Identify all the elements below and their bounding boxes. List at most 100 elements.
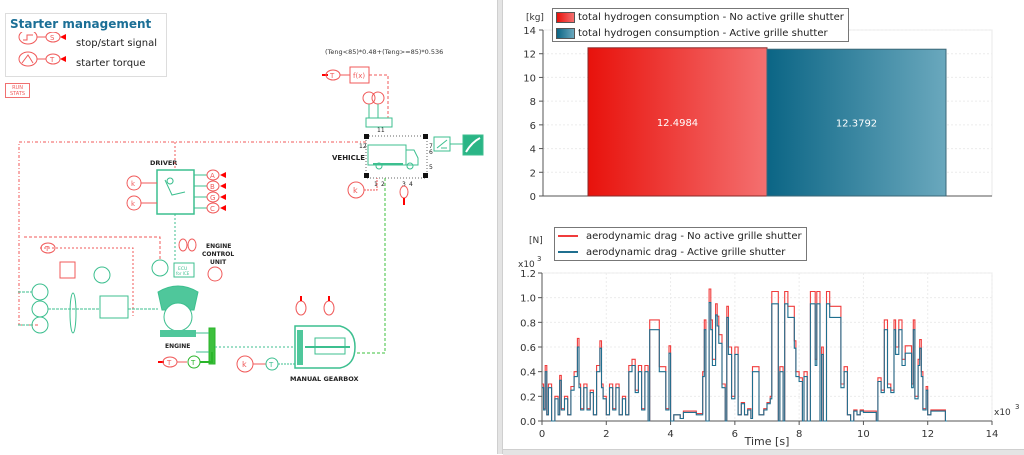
brake-sensor	[399, 185, 409, 199]
aerodynamic-drag-line-chart: 0.00.20.40.60.81.01.20 2 4 6 8 10 12 14[N]x103x…	[518, 236, 1019, 448]
svg-text:3: 3	[402, 181, 406, 188]
k-constant-gearbox: k T	[236, 355, 295, 373]
line-legend-item-no-shutter: aerodynamic drag - No active grille shut…	[555, 228, 806, 244]
svg-text:T: T	[49, 56, 55, 64]
svg-text:k: k	[131, 200, 136, 208]
pane-splitter[interactable]	[497, 0, 503, 454]
fx-block[interactable]: f(x)	[340, 66, 370, 84]
svg-text:G: G	[210, 194, 215, 202]
heat-exchangers	[18, 283, 158, 334]
svg-text:for ICE: for ICE	[176, 271, 190, 276]
svg-text:5: 5	[429, 164, 433, 171]
svg-text:k: k	[131, 180, 136, 188]
y-tick-label: 0.2	[520, 392, 536, 403]
bar-chart-legend: total hydrogen consumption - No active g…	[552, 8, 849, 42]
diagram-canvas[interactable]: Starter management S T stop/start signal…	[0, 0, 497, 454]
svg-text:T: T	[329, 72, 335, 80]
y-scale-label: x10	[518, 260, 535, 270]
svg-text:f(x): f(x)	[353, 72, 365, 80]
svg-text:2: 2	[381, 181, 385, 188]
series-line-no-active-shutter	[542, 288, 947, 422]
bottom-scrollbar[interactable]	[503, 449, 1024, 455]
driver-block[interactable]	[156, 169, 195, 215]
pump-icon	[93, 266, 111, 284]
step-signal-icon: S	[18, 32, 66, 45]
clutch-block[interactable]	[196, 327, 295, 365]
legend-icons: S T	[18, 32, 66, 67]
road-profile-icon	[462, 134, 484, 156]
svg-text:B: B	[210, 183, 215, 191]
svg-text:T: T	[44, 245, 50, 253]
y-axis-unit: [kg]	[526, 13, 544, 23]
run-stats-button[interactable]: RUN STATS	[5, 83, 30, 98]
x-tick-label: 12	[921, 429, 934, 440]
svg-text:ENGINE: ENGINE	[165, 343, 190, 350]
bar-active-shutter	[766, 48, 947, 197]
x-tick-label: 4	[667, 429, 673, 440]
results-pane: 0 2 4 6 8 10 12 14 [kg] 12.4984 12.3792 total hydr…	[503, 0, 1024, 455]
gauge-sensors	[362, 91, 385, 118]
y-tick-label: 4	[530, 145, 536, 156]
svg-text:11: 11	[377, 127, 385, 134]
svg-text:T: T	[268, 361, 274, 369]
manual-gearbox-block[interactable]	[294, 325, 356, 369]
starter-management-legend: Starter management S T stop/start signal…	[5, 13, 167, 77]
svg-text:MANUAL GEARBOX: MANUAL GEARBOX	[290, 375, 359, 383]
ecu-block[interactable]: ECU for ICE	[173, 262, 195, 278]
road-slope-block[interactable]	[433, 136, 463, 152]
torque-sensor-engine: T T	[158, 352, 213, 369]
y-tick-label: 12	[523, 50, 536, 61]
x-tick-label: 6	[732, 429, 738, 440]
svg-text:7: 7	[429, 143, 433, 150]
svg-text:12: 12	[359, 143, 367, 150]
y-tick-label: 10	[523, 73, 536, 84]
y-tick-label: 6	[530, 121, 536, 132]
vehicle-input-block	[365, 117, 393, 128]
y-tick-label: 0.0	[520, 417, 536, 428]
y-tick-label: 1.2	[520, 269, 536, 280]
y-tick-label: 8	[530, 97, 536, 108]
y-tick-label: 0.8	[520, 318, 536, 329]
svg-text:6: 6	[429, 149, 433, 156]
driver-outputs: A B G C	[194, 169, 226, 214]
stats-label: STATS	[9, 91, 26, 97]
svg-text:C: C	[210, 205, 215, 213]
svg-text:1: 1	[374, 181, 378, 188]
bar-data-label: 12.3792	[836, 119, 877, 130]
driver-k-inputs: k k	[126, 175, 157, 211]
y-scale-exponent: 3	[537, 255, 541, 263]
bar-legend-item-no-shutter: total hydrogen consumption - No active g…	[553, 9, 848, 25]
series-line-active-shutter	[542, 302, 947, 422]
y-tick-label: 14	[523, 26, 536, 37]
y-axis-unit: [N]	[529, 236, 543, 246]
y-tick-label: 0	[530, 192, 536, 203]
y-tick-label: 1.0	[520, 294, 536, 305]
run-label: RUN	[12, 85, 23, 91]
vehicle-block[interactable]	[364, 134, 428, 179]
x-tick-label: 0	[539, 429, 545, 440]
svg-text:k: k	[353, 186, 358, 195]
x-axis-title: Time [s]	[744, 435, 790, 448]
legend-item-starter-torque: starter torque	[76, 58, 146, 69]
svg-text:T: T	[190, 359, 196, 367]
svg-text:ENGINE: ENGINE	[206, 243, 231, 250]
engine-block[interactable]	[157, 285, 199, 337]
y-tick-label: 0.4	[520, 368, 536, 379]
svg-text:4: 4	[409, 181, 413, 188]
svg-text:VEHICLE: VEHICLE	[332, 154, 365, 162]
hydrogen-bar-chart: 0 2 4 6 8 10 12 14 [kg] 12.4984 12.3792	[523, 13, 993, 203]
x-tick-label: 8	[796, 429, 802, 440]
svg-text:UNIT: UNIT	[210, 259, 227, 266]
x-scale-label: x10	[994, 408, 1011, 418]
x-tick-label: 10	[857, 429, 870, 440]
legend-title: Starter management	[10, 17, 152, 31]
k-constant-vehicle: k	[347, 178, 378, 199]
svg-text:CONTROL: CONTROL	[202, 251, 234, 258]
svg-text:DRIVER: DRIVER	[150, 159, 177, 167]
ramp-signal-icon: T	[18, 51, 66, 67]
svg-text:T: T	[166, 359, 172, 367]
bar-data-label: 12.4984	[657, 118, 698, 129]
svg-text:A: A	[210, 172, 215, 180]
bar-legend-item-shutter: total hydrogen consumption - Active gril…	[553, 25, 848, 41]
y-tick-label: 0.6	[520, 343, 536, 354]
